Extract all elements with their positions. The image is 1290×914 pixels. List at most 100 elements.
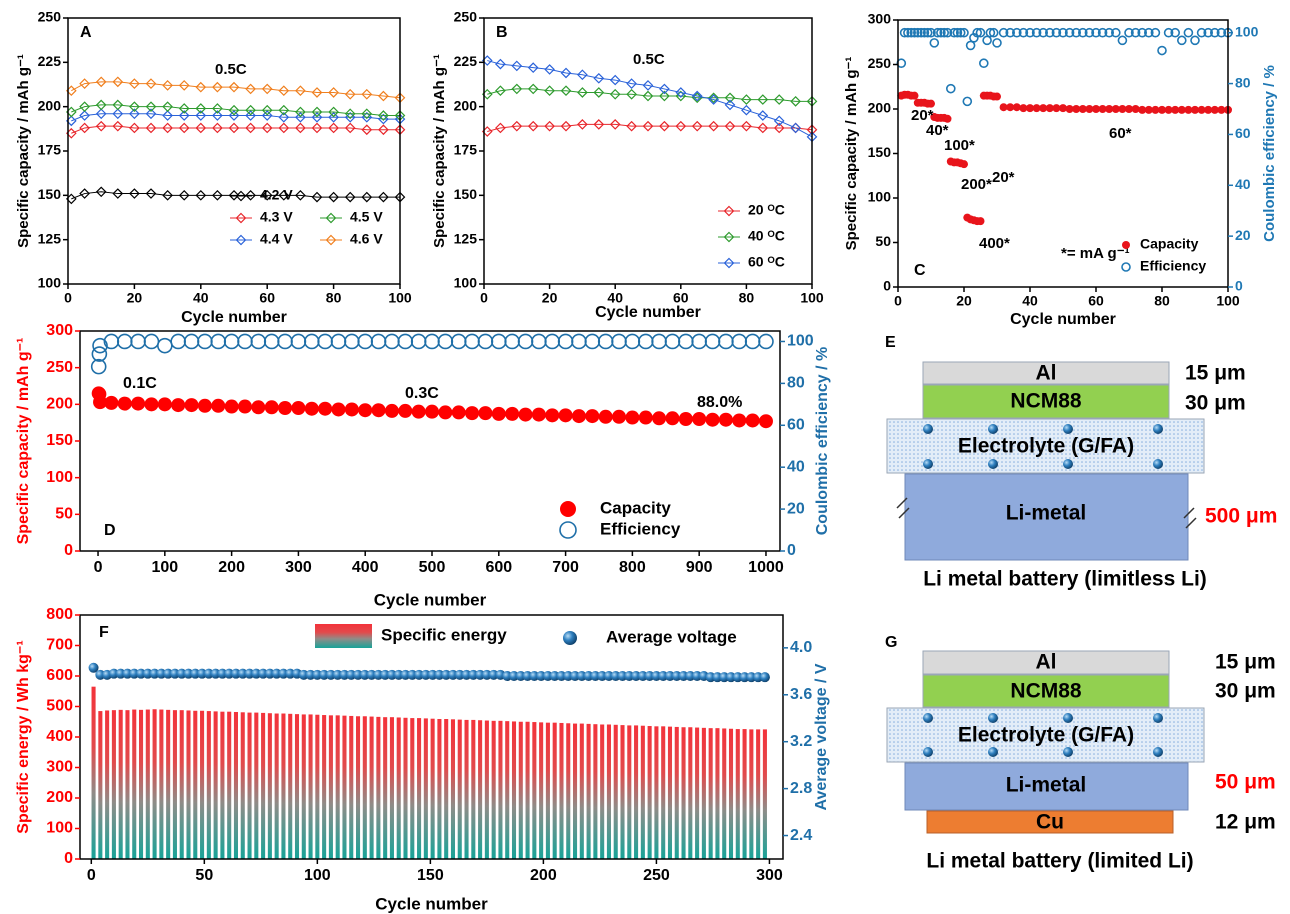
data-point	[1045, 27, 1055, 38]
bar	[579, 723, 584, 859]
x-tick-label: 40	[193, 290, 209, 306]
data-point	[1084, 27, 1095, 38]
data-point	[1197, 105, 1206, 114]
data-point	[1210, 27, 1220, 38]
bar	[389, 717, 394, 859]
bar	[762, 729, 767, 859]
x-tick-label: 700	[552, 559, 579, 576]
data-point	[593, 119, 605, 130]
data-point	[942, 27, 953, 38]
data-point	[1012, 103, 1021, 112]
data-point	[91, 346, 108, 362]
bar	[566, 723, 571, 859]
bar	[274, 713, 279, 859]
data-point	[145, 78, 157, 89]
data-point	[758, 333, 774, 350]
annotation: 88.0%	[697, 394, 742, 411]
data-point	[626, 78, 637, 89]
y2-tick-label: 2.4	[790, 827, 812, 844]
data-point	[625, 410, 640, 425]
data-point	[411, 404, 426, 419]
data-point	[757, 122, 769, 134]
y2-tick-label: 2.8	[790, 780, 812, 797]
y-tick-label: 50	[55, 506, 73, 523]
data-point	[171, 398, 186, 413]
data-point	[490, 333, 507, 350]
data-point	[311, 122, 323, 134]
data-point	[560, 120, 572, 132]
bar	[620, 725, 625, 859]
data-point	[195, 103, 207, 114]
bar	[267, 713, 272, 859]
bar	[247, 712, 252, 859]
data-point	[1026, 104, 1034, 113]
data-point	[295, 111, 306, 123]
bar	[722, 728, 727, 859]
bar	[193, 710, 198, 859]
data-point	[1130, 27, 1141, 38]
data-point	[95, 76, 107, 88]
data-point	[1032, 104, 1041, 113]
bar	[356, 716, 361, 859]
bar	[505, 721, 510, 859]
data-point	[691, 120, 703, 132]
data-point	[557, 333, 574, 350]
data-point	[691, 333, 707, 350]
data-point	[116, 333, 133, 350]
layer-cathode	[922, 674, 1170, 708]
data-point	[691, 90, 703, 102]
bar	[172, 710, 177, 859]
data-point	[162, 80, 173, 91]
data-point	[311, 191, 323, 203]
data-point	[741, 104, 752, 116]
data-point	[593, 72, 605, 84]
data-point	[1144, 27, 1154, 38]
y2-tick-label: 3.6	[790, 686, 812, 703]
data-point	[197, 398, 212, 413]
data-point	[145, 101, 157, 113]
legend-label: 20 ᴼC	[748, 202, 785, 218]
bar	[335, 715, 340, 859]
y2-axis-label: Coulombic efficiency / %	[1261, 65, 1278, 242]
data-point	[531, 333, 547, 350]
bar	[91, 686, 96, 859]
legend-swatch	[1121, 262, 1131, 272]
data-point	[1118, 105, 1127, 113]
data-point	[223, 333, 240, 350]
bar	[301, 714, 306, 859]
data-point	[678, 412, 693, 426]
data-point	[597, 333, 614, 350]
series-line	[71, 81, 401, 99]
data-point	[378, 90, 389, 102]
data-point	[560, 67, 572, 79]
bar	[410, 718, 415, 859]
data-point	[112, 76, 124, 88]
data-point	[162, 122, 173, 134]
data-point	[972, 27, 983, 38]
data-point	[678, 333, 694, 350]
x-tick-label: 100	[800, 290, 824, 306]
data-point	[95, 108, 107, 120]
x-axis-label: Cycle number	[595, 304, 701, 321]
data-point	[718, 412, 733, 427]
data-point	[93, 395, 108, 410]
x-tick-label: 0	[87, 867, 96, 884]
data-point	[178, 80, 190, 91]
bar	[573, 723, 578, 859]
data-point	[982, 35, 992, 46]
bar	[383, 717, 388, 859]
x-tick-label: 20	[127, 290, 143, 306]
bar	[254, 712, 259, 859]
legend-label: 40 ᴼC	[748, 228, 785, 244]
data-point	[1097, 27, 1108, 38]
data-point	[609, 119, 621, 130]
bar	[423, 718, 428, 859]
y2-tick-label: 40	[787, 458, 805, 475]
data-point	[1190, 35, 1200, 46]
data-point	[212, 189, 223, 201]
data-point	[708, 120, 719, 132]
data-point	[183, 333, 200, 350]
data-point	[228, 189, 240, 201]
data-point	[624, 333, 641, 350]
data-point	[437, 333, 454, 350]
